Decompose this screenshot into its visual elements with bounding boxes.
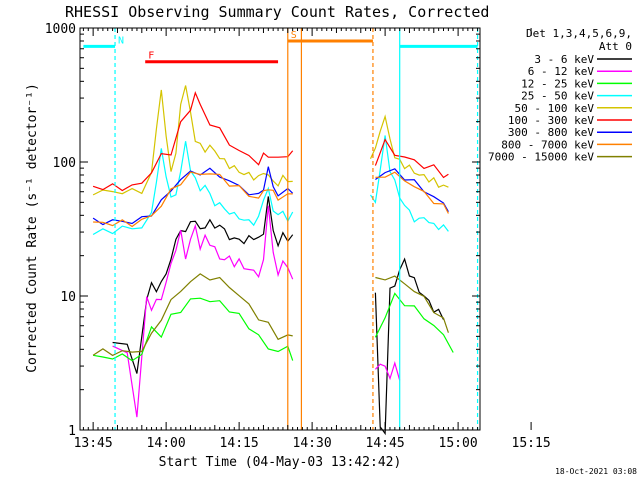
series-line [92,273,449,357]
chart-title: RHESSI Observing Summary Count Rates, Co… [65,3,489,21]
y-axis-label: Corrected Count Rate (s⁻¹ detector⁻¹) [25,83,40,373]
x-tick-label: 13:45 [74,436,113,451]
y-tick-label: 10 [60,290,76,305]
legend-label: 50 - 100 keV [515,102,595,115]
legend-label: 300 - 800 keV [508,126,594,139]
legend-header: Det 1,3,4,5,6,9, [526,27,632,40]
series-line [112,196,445,436]
series-line [92,85,449,196]
x-tick-label: 15:00 [439,436,478,451]
series-line [92,292,454,362]
x-axis-label: Start Time (04-May-03 13:42:42) [159,455,402,470]
flag-label: N [118,35,124,46]
series-line [92,90,449,192]
y-tick-label: 1 [68,424,76,439]
legend-label: 800 - 7000 keV [501,138,594,151]
footer-date: 18-Oct-2021 03:08 [555,467,637,476]
plot-area: N F S 13:45 14:00 14:15 14:30 14:45 15:00 15:15 1 1… [45,22,551,451]
x-tick-label: 14:30 [293,436,332,451]
x-tick-label: 15:15 [512,436,551,451]
series-line [92,166,449,226]
series-line [93,171,449,228]
legend-label: 12 - 25 keV [521,77,594,90]
legend-label: 3 - 6 keV [534,53,594,66]
x-tick-label: 14:45 [366,436,405,451]
plot-frame [79,27,481,431]
y-tick-label: 100 [53,156,76,171]
y-tick-label: 1000 [45,22,76,37]
x-tick-label: 14:15 [220,436,259,451]
legend-label: 7000 - 15000 keV [488,151,594,164]
series-line [112,205,401,418]
x-tick-label: 14:00 [147,436,186,451]
legend-label: 6 - 12 keV [528,65,595,78]
flag-label: S [291,30,297,41]
flag-label: F [148,51,154,62]
legend-label: 100 - 300 keV [508,114,594,127]
legend-subheader: Att 0 [599,40,632,53]
legend-label: 25 - 50 keV [521,90,594,103]
series-line [92,135,449,236]
